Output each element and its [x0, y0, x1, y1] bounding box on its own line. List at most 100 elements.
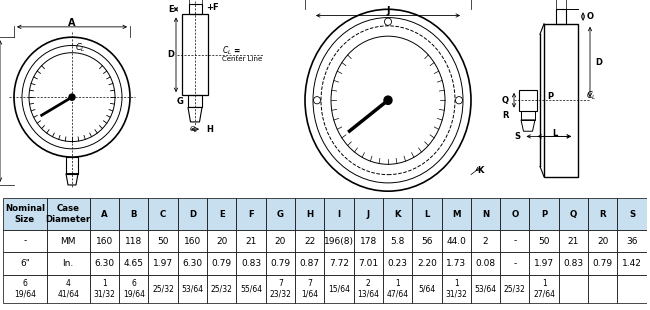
Bar: [618, 230, 647, 252]
Text: S: S: [629, 210, 635, 219]
Text: +F: +F: [207, 3, 219, 12]
Text: 53/64: 53/64: [474, 284, 497, 294]
Text: 1
27/64: 1 27/64: [533, 279, 555, 299]
Text: 50: 50: [538, 237, 550, 246]
Text: 1.73: 1.73: [446, 259, 466, 268]
Text: 53/64: 53/64: [181, 284, 203, 294]
Text: L: L: [552, 129, 558, 138]
Bar: [544, 24, 578, 177]
Text: S: S: [515, 132, 521, 141]
Bar: [207, 252, 237, 275]
Text: 6
19/64: 6 19/64: [14, 279, 36, 299]
Text: Q: Q: [570, 210, 577, 219]
Bar: [500, 252, 530, 275]
Text: D: D: [189, 210, 196, 219]
Bar: [177, 275, 207, 303]
Text: 0.79: 0.79: [593, 259, 613, 268]
Text: P: P: [541, 210, 547, 219]
Bar: [324, 275, 354, 303]
Bar: [266, 230, 295, 252]
Bar: [471, 275, 500, 303]
Bar: [90, 252, 119, 275]
Text: 20: 20: [216, 237, 228, 246]
Bar: [237, 198, 266, 230]
Bar: [66, 157, 78, 174]
Text: 5/64: 5/64: [418, 284, 436, 294]
Text: 0.87: 0.87: [300, 259, 320, 268]
Text: 0.23: 0.23: [387, 259, 408, 268]
Text: -: -: [514, 237, 517, 246]
Text: 20: 20: [275, 237, 286, 246]
Bar: [47, 252, 90, 275]
Text: -: -: [514, 259, 517, 268]
Bar: [188, 4, 202, 15]
Bar: [148, 198, 177, 230]
Text: In.: In.: [62, 259, 74, 268]
Text: 1.42: 1.42: [622, 259, 642, 268]
Text: D: D: [595, 57, 602, 67]
Bar: [188, 95, 202, 108]
Text: 6.30: 6.30: [183, 259, 202, 268]
Text: 21: 21: [568, 237, 579, 246]
Text: Q: Q: [502, 96, 509, 105]
Bar: [148, 275, 177, 303]
Bar: [3, 252, 47, 275]
Bar: [354, 275, 383, 303]
Bar: [177, 230, 207, 252]
Bar: [177, 252, 207, 275]
Text: Case
Diameter: Case Diameter: [46, 204, 91, 224]
Bar: [295, 252, 324, 275]
Bar: [119, 252, 148, 275]
Text: 2.20: 2.20: [417, 259, 437, 268]
Bar: [237, 275, 266, 303]
Bar: [530, 275, 559, 303]
Text: $C_L$: $C_L$: [586, 90, 597, 102]
Text: 56: 56: [421, 237, 433, 246]
Text: 55/64: 55/64: [240, 284, 262, 294]
Text: O: O: [587, 12, 594, 21]
Text: I: I: [337, 210, 341, 219]
Bar: [119, 275, 148, 303]
Text: 6
19/64: 6 19/64: [123, 279, 145, 299]
Text: 1
31/32: 1 31/32: [94, 279, 116, 299]
Bar: [266, 198, 295, 230]
Text: 7
23/32: 7 23/32: [269, 279, 291, 299]
Bar: [90, 230, 119, 252]
Bar: [618, 275, 647, 303]
Bar: [588, 252, 618, 275]
Bar: [500, 275, 530, 303]
Bar: [471, 198, 500, 230]
Text: R: R: [599, 210, 606, 219]
Bar: [266, 275, 295, 303]
Bar: [354, 198, 383, 230]
Circle shape: [69, 94, 75, 100]
Text: H: H: [206, 125, 213, 134]
Bar: [3, 230, 47, 252]
Bar: [207, 198, 237, 230]
Bar: [441, 252, 471, 275]
Text: 7.01: 7.01: [358, 259, 378, 268]
Bar: [177, 198, 207, 230]
Text: -: -: [23, 237, 27, 246]
Text: 0.83: 0.83: [564, 259, 584, 268]
Bar: [556, 9, 566, 24]
Text: B: B: [131, 210, 137, 219]
Text: 2: 2: [483, 237, 488, 246]
Text: N: N: [581, 0, 588, 2]
Bar: [237, 230, 266, 252]
Text: $C_L$: $C_L$: [189, 125, 199, 135]
Bar: [500, 230, 530, 252]
Text: 15/64: 15/64: [328, 284, 350, 294]
Bar: [266, 252, 295, 275]
Text: C: C: [160, 210, 166, 219]
Text: 6": 6": [20, 259, 30, 268]
Bar: [90, 198, 119, 230]
Bar: [530, 252, 559, 275]
Text: 25/32: 25/32: [504, 284, 526, 294]
Bar: [412, 275, 441, 303]
Text: M: M: [452, 210, 460, 219]
Text: 21: 21: [245, 237, 257, 246]
Text: 1.97: 1.97: [534, 259, 554, 268]
Bar: [471, 252, 500, 275]
Text: 7
1/64: 7 1/64: [301, 279, 318, 299]
